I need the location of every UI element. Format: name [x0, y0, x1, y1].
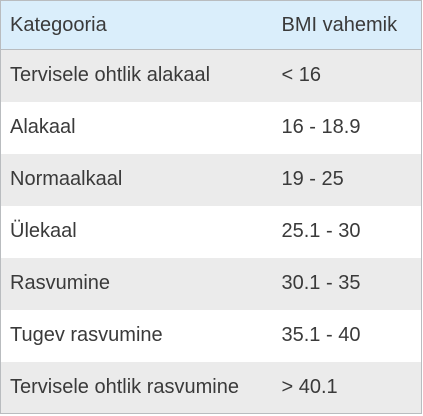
range-cell: 35.1 - 40 [281, 324, 361, 346]
table-row: Ülekaal 25.1 - 30 [0, 205, 422, 258]
range-cell: 16 - 18.9 [281, 116, 361, 138]
table-row: Normaalkaal 19 - 25 [0, 153, 422, 206]
table-row: Alakaal 16 - 18.9 [0, 101, 422, 154]
range-cell: 19 - 25 [281, 168, 344, 190]
table-header: Kategooria BMI vahemik [0, 0, 422, 50]
table-row: Tugev rasvumine 35.1 - 40 [0, 309, 422, 362]
range-cell: 25.1 - 30 [281, 220, 361, 242]
category-cell: Tervisele ohtlik alakaal [10, 64, 211, 87]
range-cell: 30.1 - 35 [281, 272, 361, 294]
header-category: Kategooria [10, 13, 107, 36]
range-cell: > 40.1 [281, 375, 338, 398]
table-body: Tervisele ohtlik alakaal < 16 Alakaal 16… [0, 49, 422, 414]
category-cell: Tugev rasvumine [10, 324, 163, 346]
category-cell: Tervisele ohtlik rasvumine [10, 375, 239, 398]
category-cell: Alakaal [10, 116, 76, 138]
category-cell: Ülekaal [10, 220, 77, 242]
header-bmi-range: BMI vahemik [281, 13, 398, 36]
table-row: Tervisele ohtlik rasvumine > 40.1 [0, 361, 422, 414]
category-cell: Normaalkaal [10, 168, 123, 190]
table-row: Tervisele ohtlik alakaal < 16 [0, 49, 422, 102]
range-cell: < 16 [281, 64, 321, 87]
table-row: Rasvumine 30.1 - 35 [0, 257, 422, 310]
category-cell: Rasvumine [10, 272, 111, 294]
header-row: Kategooria BMI vahemik [0, 0, 422, 50]
